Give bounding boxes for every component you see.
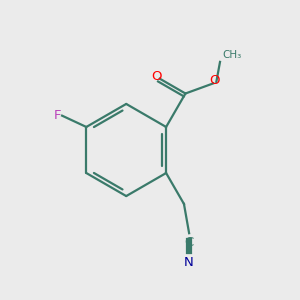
Text: O: O: [151, 70, 161, 83]
Text: F: F: [54, 109, 62, 122]
Text: CH₃: CH₃: [222, 50, 241, 59]
Text: N: N: [184, 256, 194, 269]
Text: O: O: [210, 74, 220, 88]
Text: C: C: [184, 236, 194, 249]
